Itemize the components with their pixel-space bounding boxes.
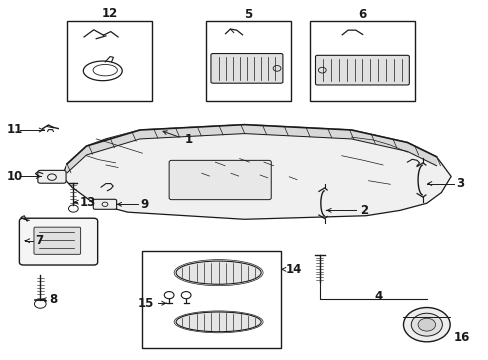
Text: 2: 2 (360, 204, 367, 217)
Text: 3: 3 (455, 177, 463, 190)
Polygon shape (67, 125, 436, 173)
FancyBboxPatch shape (34, 227, 81, 254)
Circle shape (417, 318, 435, 331)
Bar (205, 21, 290, 102)
Bar (309, 21, 414, 102)
FancyBboxPatch shape (38, 170, 66, 183)
Bar (67, 21, 152, 102)
Text: 10: 10 (6, 170, 22, 183)
Text: 7: 7 (35, 234, 43, 247)
Circle shape (410, 313, 442, 336)
Text: 8: 8 (49, 293, 57, 306)
Ellipse shape (176, 261, 261, 284)
Text: 16: 16 (453, 331, 469, 344)
Circle shape (403, 307, 449, 342)
FancyBboxPatch shape (169, 160, 271, 200)
Text: 6: 6 (357, 9, 366, 22)
FancyBboxPatch shape (315, 55, 408, 85)
Bar (142, 251, 281, 348)
Text: 5: 5 (244, 9, 252, 22)
Text: 11: 11 (6, 123, 22, 136)
FancyBboxPatch shape (93, 199, 116, 209)
Text: 1: 1 (185, 133, 193, 146)
FancyBboxPatch shape (210, 54, 283, 83)
Text: 15: 15 (138, 297, 154, 310)
Text: 4: 4 (373, 289, 382, 303)
Polygon shape (62, 125, 450, 219)
Text: 14: 14 (285, 263, 301, 276)
Text: 13: 13 (80, 195, 96, 209)
Text: 9: 9 (140, 198, 148, 211)
Text: 12: 12 (101, 8, 117, 21)
FancyBboxPatch shape (20, 218, 98, 265)
Ellipse shape (176, 312, 261, 332)
